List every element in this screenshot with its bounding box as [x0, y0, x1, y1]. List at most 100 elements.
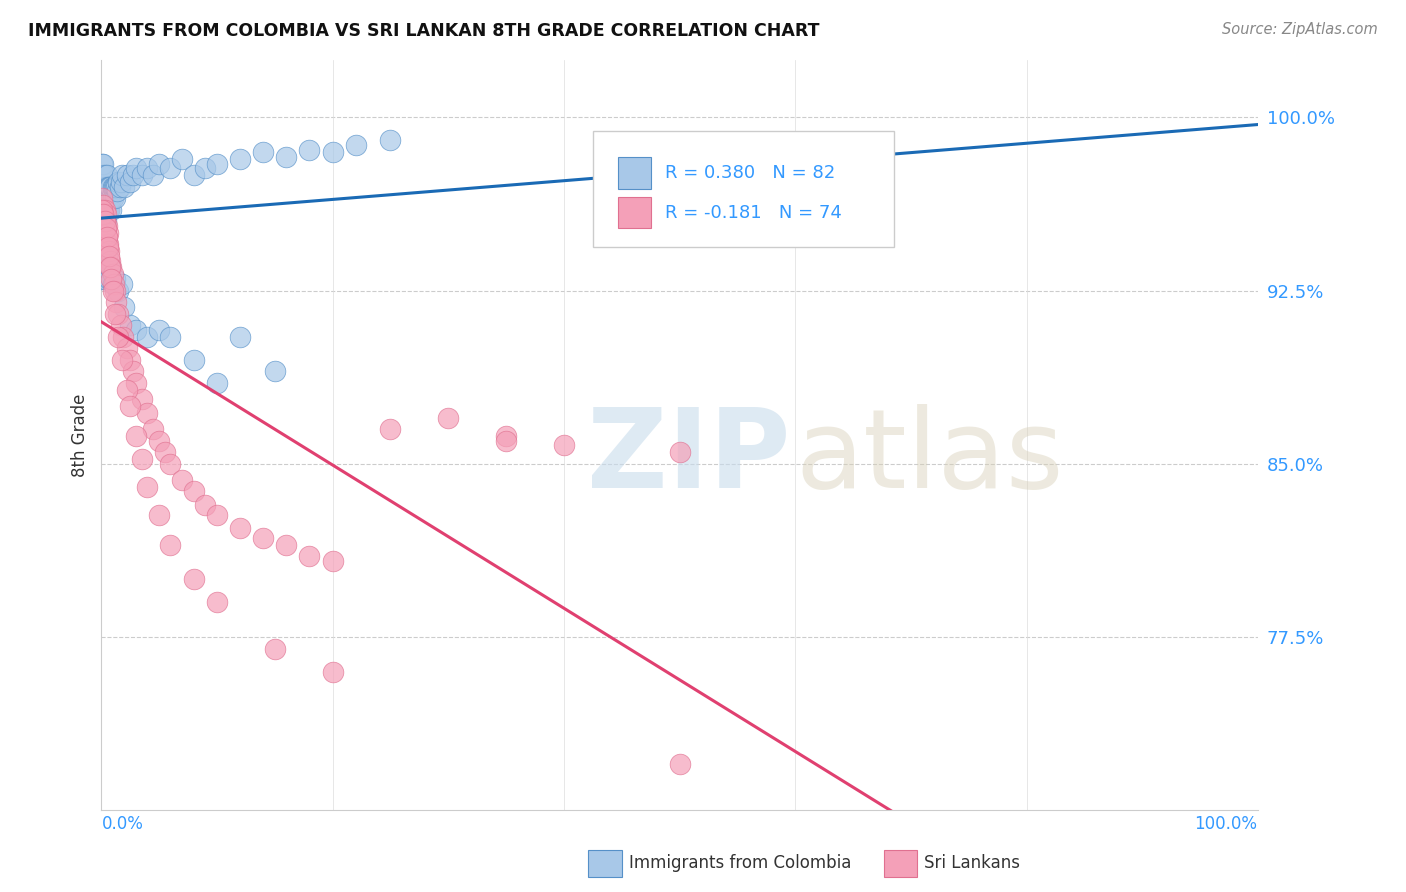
- Point: [380, 422, 402, 436]
- Point: [98, 272, 121, 286]
- Point: [252, 531, 274, 545]
- Point: [122, 168, 145, 182]
- Point: [97, 202, 120, 217]
- Point: [96, 230, 118, 244]
- Point: [159, 161, 181, 176]
- Point: [93, 214, 115, 228]
- Point: [159, 330, 181, 344]
- Point: [118, 399, 141, 413]
- Point: [111, 277, 134, 291]
- Point: [97, 191, 120, 205]
- Point: [159, 457, 181, 471]
- Point: [170, 473, 193, 487]
- Point: [96, 168, 118, 182]
- Point: [142, 168, 165, 182]
- Point: [148, 508, 170, 522]
- Point: [125, 429, 148, 443]
- Point: [96, 219, 118, 233]
- Point: [205, 595, 228, 609]
- Point: [98, 179, 121, 194]
- Point: [98, 244, 121, 259]
- Point: [668, 756, 690, 771]
- Point: [98, 179, 121, 194]
- Point: [93, 207, 115, 221]
- Point: [183, 352, 205, 367]
- Point: [94, 179, 117, 194]
- Point: [96, 249, 118, 263]
- Point: [205, 508, 228, 522]
- Point: [107, 307, 129, 321]
- Point: [94, 202, 117, 217]
- Text: Immigrants from Colombia: Immigrants from Colombia: [630, 855, 852, 872]
- Point: [183, 484, 205, 499]
- Point: [104, 179, 127, 194]
- Text: Sri Lankans: Sri Lankans: [925, 855, 1021, 872]
- Bar: [619, 197, 651, 228]
- Point: [91, 272, 114, 286]
- Point: [183, 572, 205, 586]
- Point: [101, 268, 124, 282]
- Point: [136, 161, 159, 176]
- Point: [159, 538, 181, 552]
- Point: [91, 179, 114, 194]
- Text: IMMIGRANTS FROM COLOMBIA VS SRI LANKAN 8TH GRADE CORRELATION CHART: IMMIGRANTS FROM COLOMBIA VS SRI LANKAN 8…: [28, 22, 820, 40]
- Point: [148, 156, 170, 170]
- Point: [96, 191, 118, 205]
- Point: [125, 323, 148, 337]
- Point: [94, 191, 117, 205]
- Point: [100, 202, 122, 217]
- Point: [91, 168, 114, 182]
- Text: atlas: atlas: [796, 404, 1064, 511]
- Point: [104, 307, 127, 321]
- Point: [98, 191, 121, 205]
- Point: [125, 161, 148, 176]
- Text: R = -0.181   N = 74: R = -0.181 N = 74: [665, 203, 842, 222]
- Point: [322, 665, 344, 679]
- Point: [93, 272, 115, 286]
- Point: [101, 277, 124, 291]
- Point: [97, 237, 120, 252]
- Point: [380, 133, 402, 147]
- Point: [97, 240, 120, 254]
- Point: [194, 161, 217, 176]
- Point: [183, 168, 205, 182]
- Point: [98, 260, 121, 275]
- Point: [344, 138, 367, 153]
- Point: [93, 179, 115, 194]
- Point: [125, 376, 148, 390]
- Point: [122, 364, 145, 378]
- Point: [136, 330, 159, 344]
- Point: [115, 341, 138, 355]
- Point: [276, 538, 298, 552]
- Point: [298, 549, 321, 563]
- Point: [495, 429, 517, 443]
- Point: [104, 272, 127, 286]
- Point: [94, 207, 117, 221]
- Point: [101, 191, 124, 205]
- Point: [91, 191, 114, 205]
- Text: R = 0.380   N = 82: R = 0.380 N = 82: [665, 164, 835, 182]
- Point: [553, 438, 575, 452]
- Point: [96, 179, 118, 194]
- Point: [105, 184, 128, 198]
- Point: [131, 168, 153, 182]
- Point: [111, 352, 134, 367]
- Point: [100, 260, 122, 275]
- Point: [668, 445, 690, 459]
- Point: [91, 156, 114, 170]
- Point: [104, 284, 127, 298]
- Point: [97, 260, 120, 275]
- Point: [105, 295, 128, 310]
- Point: [94, 221, 117, 235]
- Text: 0.0%: 0.0%: [103, 814, 143, 833]
- Point: [96, 230, 118, 244]
- Point: [104, 191, 127, 205]
- Point: [112, 179, 135, 194]
- Point: [194, 499, 217, 513]
- Text: ZIP: ZIP: [588, 404, 790, 511]
- Point: [98, 249, 121, 263]
- Point: [322, 145, 344, 159]
- Point: [252, 145, 274, 159]
- Point: [107, 284, 129, 298]
- Point: [118, 352, 141, 367]
